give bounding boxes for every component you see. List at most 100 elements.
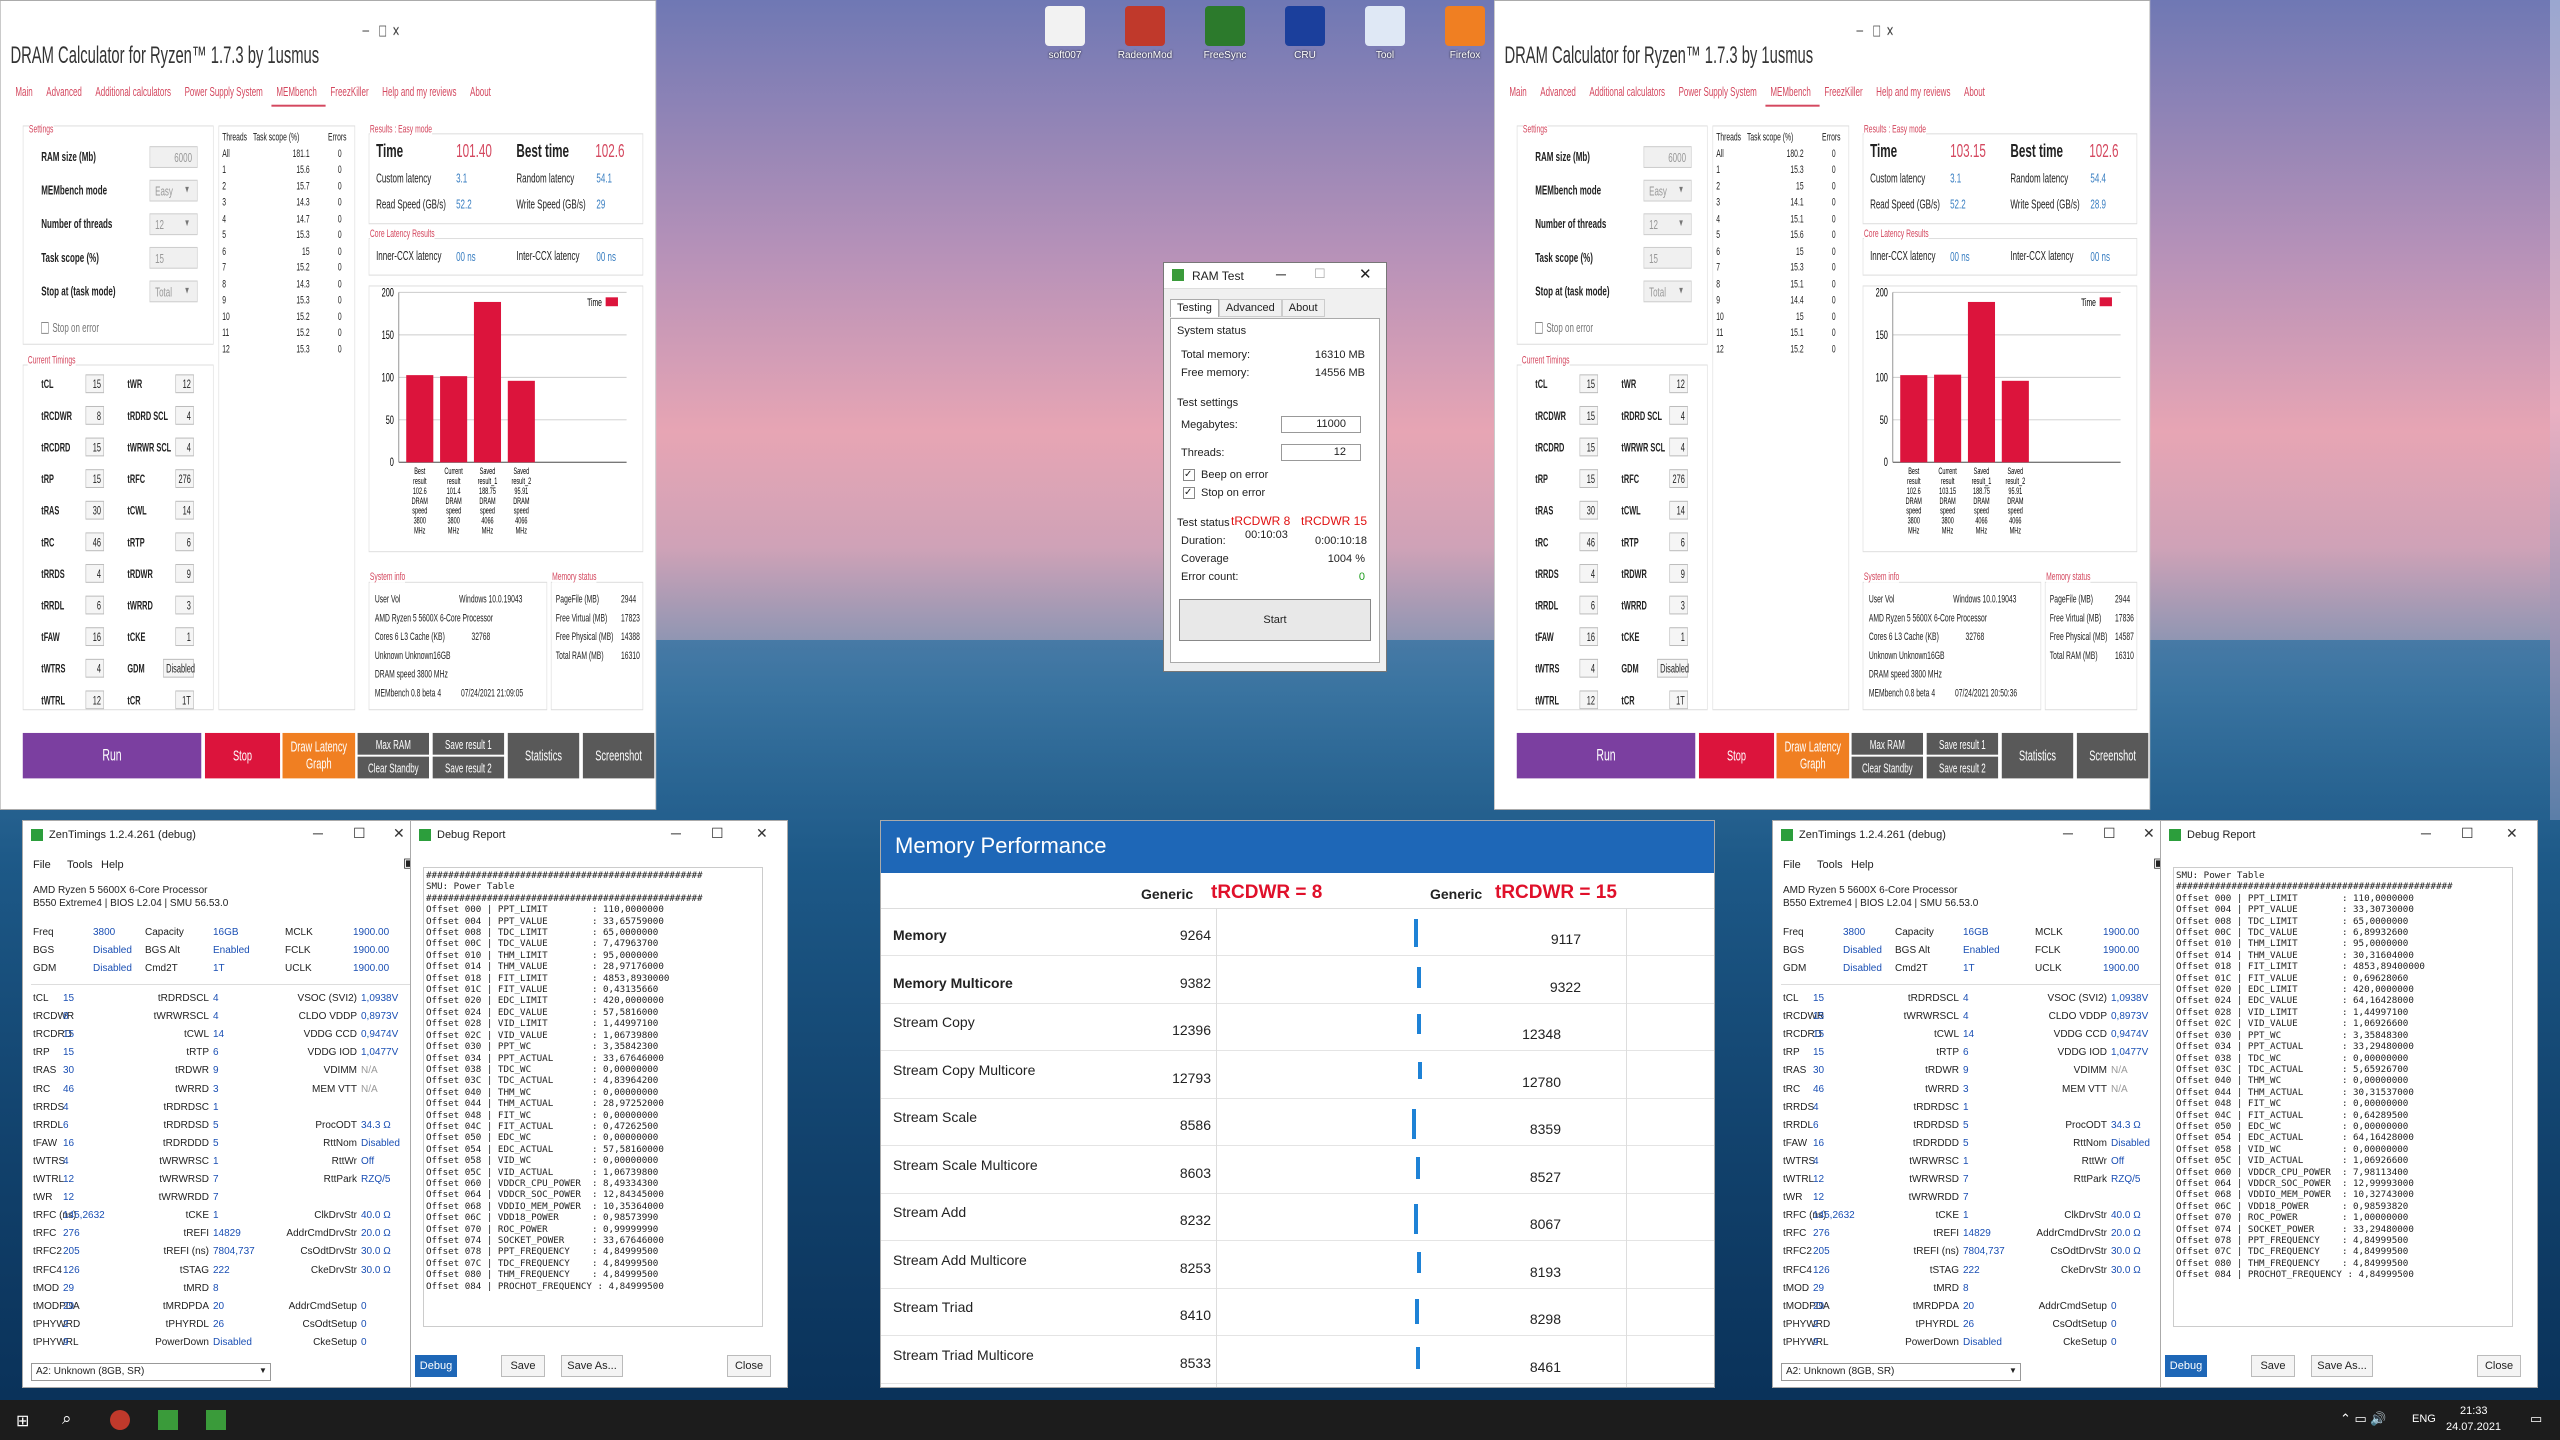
close-button[interactable]: ✕ (2143, 825, 2155, 841)
menu-tab-additional-calculators[interactable]: Additional calculators (95, 83, 172, 99)
setting-input[interactable]: 6000 (1643, 146, 1692, 168)
menu-file[interactable]: File (33, 859, 51, 871)
save-result-1-button[interactable]: Save result 1 (432, 732, 505, 755)
close-button[interactable]: ✕ (393, 825, 405, 841)
max-ram-button[interactable]: Max RAM (357, 732, 430, 755)
setting-input[interactable]: 15 (149, 246, 198, 269)
menu-tab-advanced[interactable]: Advanced (46, 83, 82, 99)
save-result-1-button[interactable]: Save result 1 (1926, 732, 1999, 755)
menu-tab-power-supply-system[interactable]: Power Supply System (1678, 83, 1757, 99)
desktop-icon[interactable]: CRU (1275, 0, 1335, 61)
menu-help[interactable]: Help (101, 859, 124, 871)
menu-tools[interactable]: Tools (1817, 859, 1843, 871)
menu-tab-help-and-my-reviews[interactable]: Help and my reviews (382, 83, 457, 99)
minimize-button[interactable]: ─ (1856, 22, 1864, 40)
menu-tab-additional-calculators[interactable]: Additional calculators (1589, 83, 1666, 99)
menu-tab-freezkiller[interactable]: FreezKiller (330, 83, 369, 99)
menu-tab-membench[interactable]: MEMbench (1765, 84, 1820, 107)
menu-tab-about[interactable]: About (1963, 83, 1985, 99)
menu-tab-membench[interactable]: MEMbench (271, 84, 326, 107)
threads-input[interactable]: 12 (1281, 444, 1361, 461)
clock-date[interactable]: 24.07.2021 (2446, 1421, 2502, 1433)
menu-file[interactable]: File (1783, 859, 1801, 871)
search-icon[interactable]: ⌕ (62, 1409, 72, 1428)
maximize-button[interactable]: ☐ (2461, 825, 2474, 841)
menu-tab-main[interactable]: Main (15, 83, 33, 99)
tray-icons[interactable]: ⌃ ▭ 🔊 (2340, 1411, 2387, 1426)
minimize-button[interactable]: ─ (362, 22, 370, 40)
desktop-icon[interactable]: FreeSync (1195, 0, 1255, 61)
desktop-icon[interactable]: Firefox (1435, 0, 1495, 61)
minimize-button[interactable]: ─ (313, 825, 323, 841)
save-button[interactable]: Save (2251, 1355, 2295, 1377)
taskbar-app-icon[interactable] (110, 1410, 130, 1430)
start-button[interactable]: Start (1179, 599, 1371, 641)
tab-advanced[interactable]: Advanced (1218, 299, 1282, 317)
maximize-button[interactable]: ☐ (378, 23, 387, 41)
beep-checkbox[interactable]: ✓ (1183, 469, 1195, 481)
tab-testing[interactable]: Testing (1170, 299, 1219, 317)
save-result-2-button[interactable]: Save result 2 (1926, 756, 1999, 779)
menu-tab-help-and-my-reviews[interactable]: Help and my reviews (1876, 83, 1951, 99)
close-button[interactable]: Close (2477, 1355, 2521, 1377)
taskbar-app-icon[interactable] (158, 1410, 178, 1430)
setting-input[interactable]: 12 (149, 213, 198, 236)
menu-tab-freezkiller[interactable]: FreezKiller (1824, 83, 1863, 99)
debug-text-area[interactable]: SMU: Power Table #######################… (2173, 867, 2513, 1327)
setting-input[interactable]: 12 (1643, 213, 1692, 236)
statistics-button[interactable]: Statistics (507, 732, 580, 779)
tab-about[interactable]: About (1281, 299, 1325, 317)
desktop-icon[interactable]: soft007 (1035, 0, 1095, 61)
stop-checkbox[interactable]: ✓ (1183, 487, 1195, 499)
megabytes-input[interactable]: 11000 (1281, 416, 1361, 433)
minimize-button[interactable]: ─ (671, 825, 681, 841)
run-button[interactable]: Run (1516, 732, 1696, 779)
menu-tab-about[interactable]: About (469, 83, 491, 99)
close-button[interactable]: ✕ (1886, 23, 1894, 41)
close-button[interactable]: ✕ (2506, 825, 2518, 841)
save-as-button[interactable]: Save As... (561, 1355, 623, 1377)
maximize-button[interactable]: ☐ (2103, 825, 2116, 841)
setting-input[interactable]: 15 (1643, 246, 1692, 269)
clear-standby-button[interactable]: Clear Standby (357, 756, 430, 779)
setting-input[interactable]: 6000 (149, 146, 198, 168)
notification-icon[interactable]: ▭ (2530, 1411, 2543, 1426)
close-button[interactable]: ✕ (1359, 266, 1372, 283)
module-select[interactable]: A2: Unknown (8GB, SR) (31, 1363, 271, 1381)
setting-input[interactable]: Easy (1643, 179, 1692, 202)
taskbar-app-icon[interactable] (206, 1410, 226, 1430)
stop-on-error-checkbox[interactable] (41, 322, 49, 334)
menu-tab-main[interactable]: Main (1509, 83, 1527, 99)
screenshot-button[interactable]: Screenshot (2076, 732, 2149, 779)
maximize-button[interactable]: ☐ (1872, 23, 1881, 41)
clear-standby-button[interactable]: Clear Standby (1851, 756, 1924, 779)
minimize-button[interactable]: ─ (2421, 825, 2431, 841)
setting-input[interactable]: Total (1643, 280, 1692, 303)
run-button[interactable]: Run (22, 732, 202, 779)
draw-latency-graph-button[interactable]: Draw Latency Graph (282, 732, 356, 779)
menu-tab-power-supply-system[interactable]: Power Supply System (184, 83, 263, 99)
close-button[interactable]: Close (727, 1355, 771, 1377)
module-select[interactable]: A2: Unknown (8GB, SR) (1781, 1363, 2021, 1381)
debug-button[interactable]: Debug (415, 1355, 457, 1377)
desktop-icon[interactable]: Tool (1355, 0, 1415, 61)
desktop-icon[interactable]: RadeonMod (1115, 0, 1175, 61)
save-as-button[interactable]: Save As... (2311, 1355, 2373, 1377)
menu-help[interactable]: Help (1851, 859, 1874, 871)
debug-text-area[interactable]: ########################################… (423, 867, 763, 1327)
setting-input[interactable]: Total (149, 280, 198, 303)
maximize-button[interactable]: ☐ (1314, 266, 1326, 281)
menu-tab-advanced[interactable]: Advanced (1540, 83, 1576, 99)
maximize-button[interactable]: ☐ (353, 825, 366, 841)
menu-tools[interactable]: Tools (67, 859, 93, 871)
minimize-button[interactable]: ─ (1276, 266, 1286, 282)
statistics-button[interactable]: Statistics (2001, 732, 2074, 779)
maximize-button[interactable]: ☐ (711, 825, 724, 841)
stop-button[interactable]: Stop (1698, 732, 1775, 779)
debug-button[interactable]: Debug (2165, 1355, 2207, 1377)
save-result-2-button[interactable]: Save result 2 (432, 756, 505, 779)
setting-input[interactable]: Easy (149, 179, 198, 202)
save-button[interactable]: Save (501, 1355, 545, 1377)
close-button[interactable]: ✕ (392, 23, 400, 41)
clock-time[interactable]: 21:33 (2460, 1405, 2488, 1417)
